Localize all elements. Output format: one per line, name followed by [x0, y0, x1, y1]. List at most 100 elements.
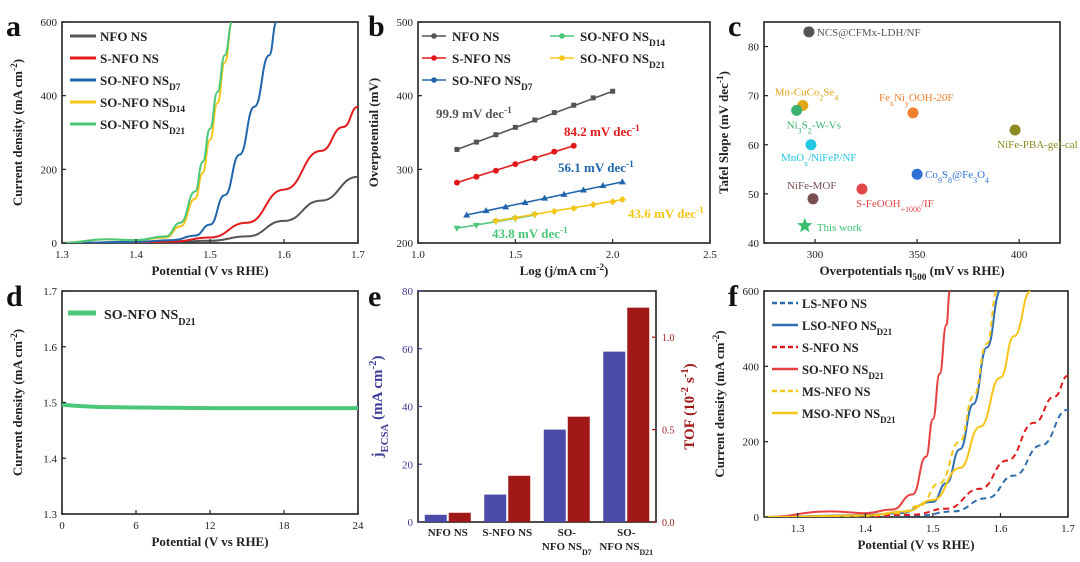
x-tick-label: 1.0	[411, 249, 425, 261]
point-label: MnOx/NiFeP/NF	[781, 152, 856, 168]
x-tick-label: 1.5	[508, 249, 522, 261]
point-label: Ni3S2-W-Vs	[787, 119, 841, 135]
y-tick-label: 500	[397, 17, 414, 29]
legend-marker	[559, 55, 565, 61]
series-group	[62, 22, 358, 243]
legend-label: S-NFO NS	[452, 51, 511, 66]
legend-label: S-NFO NS	[802, 341, 859, 355]
y-tick-label: 400	[41, 91, 58, 103]
data-point	[551, 148, 558, 155]
series-line	[62, 22, 234, 243]
legend-label: SO-NFO NSD14	[100, 95, 185, 115]
legend-label: LSO-NFO NSD21	[802, 319, 893, 337]
y-axis-label: jECSA (mA cm-2)	[367, 356, 391, 459]
slope-annotation: 56.1 mV dec-1	[558, 160, 634, 175]
x-tick-label: 6	[133, 520, 139, 532]
bar-jecsa	[603, 351, 626, 522]
x-tick-label: 350	[909, 249, 926, 261]
data-point	[560, 190, 568, 197]
y-tick-label: 0	[408, 517, 414, 529]
x-tick-label: 1.4	[129, 249, 143, 261]
data-point	[472, 222, 480, 229]
bar-tof	[508, 475, 531, 522]
x-tick-label: 1.5	[926, 523, 940, 535]
panel-e: e NFO NS S-NFO NS SO- NFO NSD7 SO- NFO NSD21 0 2…	[367, 280, 698, 557]
y-tick-label: 1.6	[43, 342, 57, 354]
data-point	[589, 201, 597, 209]
x-tick-label: 400	[1011, 249, 1028, 261]
data-point	[453, 179, 460, 186]
bar-tof	[627, 307, 650, 522]
x-tick-label: 12	[205, 520, 216, 532]
y-tick-label: 20	[402, 459, 414, 471]
data-point	[791, 104, 803, 116]
y-tick-label: 60	[402, 344, 414, 356]
slope-annotation: 84.2 mV dec-1	[564, 124, 640, 139]
legend-label: S-NFO NS	[100, 51, 159, 66]
data-point	[1009, 124, 1021, 136]
y-tick-label: 400	[397, 91, 414, 103]
series-line	[62, 22, 278, 243]
y2-tick-label: 0.5	[662, 426, 675, 437]
y-tick-label: 300	[397, 164, 414, 176]
series-group	[62, 402, 358, 411]
panel-label: c	[728, 10, 741, 43]
panel-f: f 1.3 1.4 1.5 1.6 1.7 0 200 400 600 Potential (V v…	[712, 280, 1075, 552]
y2-axis-label: TOF (10-2 s-1)	[679, 363, 698, 449]
legend-label: SO-NFO NSD21	[100, 117, 185, 137]
y-tick-label: 200	[397, 238, 414, 250]
data-point	[493, 132, 499, 138]
data-point	[502, 203, 510, 210]
data-point	[590, 95, 596, 101]
panel-a: a 1.3 1.4 1.5 1.6 1.7 0 200 400 600 Potential (V v…	[6, 10, 365, 278]
data-point-star	[797, 217, 813, 233]
y-axis-label: Current density (mA cm-2)	[712, 330, 727, 477]
panel-label: e	[368, 280, 381, 313]
point-label: NiFe-MOF	[787, 180, 837, 192]
axis-frame	[763, 290, 1069, 518]
panel-d: d 0 6 12 18 24 1.3 1.4 1.5 1.6 1.7 Potential (V vs …	[6, 280, 364, 549]
y-tick-label: 1.5	[43, 398, 57, 410]
x-tick-label: 1.3	[791, 523, 805, 535]
data-point	[579, 186, 587, 193]
x-tick-label: 18	[279, 520, 291, 532]
category-label: SO-	[558, 527, 577, 539]
legend-marker	[431, 33, 437, 39]
data-point	[463, 211, 471, 218]
x-tick-label: 0	[59, 520, 65, 532]
data-point	[492, 217, 500, 225]
data-point	[532, 117, 538, 123]
bar-tof	[448, 512, 471, 522]
data-point	[911, 168, 923, 180]
point-label: NiFe-PBA-gel-cal	[997, 139, 1078, 151]
legend-label: MSO-NFO NSD21	[802, 407, 896, 425]
point-label: Co9S8@Fe3O4	[925, 169, 989, 185]
x-tick-label: 1.6	[277, 249, 291, 261]
data-point	[531, 210, 539, 218]
legend-label: NFO NS	[100, 29, 147, 44]
x-tick-label: 2.0	[606, 249, 620, 261]
data-point	[482, 207, 490, 214]
series-line	[62, 175, 358, 243]
data-point	[541, 194, 549, 201]
y-tick-label: 0	[754, 512, 760, 524]
y-axis-label: Overpotential (mV)	[366, 78, 381, 187]
data-point	[570, 142, 577, 149]
y-axis-label: Tafel Slope (mV dec-1)	[716, 71, 731, 194]
data-point	[512, 161, 519, 168]
panel-label: a	[6, 10, 21, 43]
y-tick-label: 1.7	[43, 286, 57, 298]
x-tick-label: 2.5	[703, 249, 717, 261]
y-tick-label: 400	[743, 361, 760, 373]
point-label: Mn-CuCo2Se4	[775, 86, 839, 102]
legend-label: SO-NFO NSD21	[802, 363, 884, 381]
panel-b: b 1.0 1.5 2.0 2.5 200 300 400 500 Log (j/mA cm-2)…	[366, 10, 717, 278]
legend-label: SO-NFO NSD7	[100, 73, 181, 93]
y-tick-label: 40	[748, 238, 760, 250]
series-line	[764, 291, 999, 517]
data-point	[453, 225, 461, 232]
category-label: NFO NS	[428, 527, 468, 539]
x-tick-label: 300	[807, 249, 824, 261]
